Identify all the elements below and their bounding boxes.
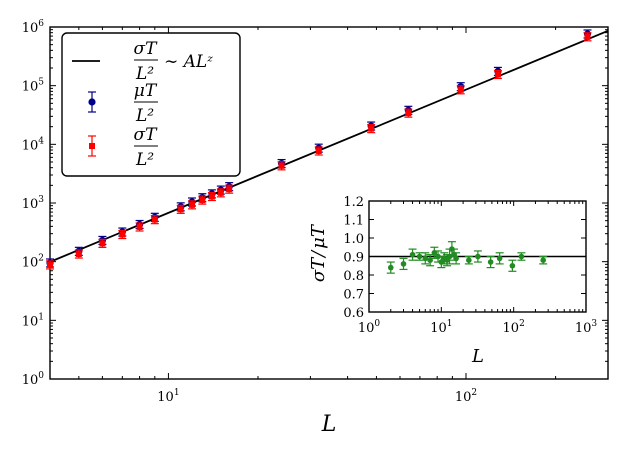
inset-data-point <box>475 253 481 260</box>
main-x-tick-label: 101 <box>157 388 179 405</box>
main-x-axis-label: L <box>321 412 337 437</box>
inset-x-tick-label: 101 <box>430 319 452 336</box>
main-y-tick-label: 103 <box>22 195 45 212</box>
legend-mu-dot <box>88 98 96 106</box>
data-point-sigma <box>47 261 53 268</box>
inset-data-point <box>416 253 423 260</box>
inset-series <box>386 241 548 274</box>
legend-mu-denominator: L² <box>135 106 154 126</box>
data-point-sigma <box>226 186 233 193</box>
data-point-sigma <box>217 189 224 196</box>
inset-y-tick-label: 0.6 <box>343 306 364 321</box>
legend-sigma-square <box>89 143 95 149</box>
legend-mu-marker <box>88 91 96 113</box>
inset-plot: 0.6 0.7 0.8 0.9 1.0 1.1 1.2 100 101 102 103 L σT /… <box>308 195 597 367</box>
data-point-sigma <box>99 240 106 247</box>
inset-y-tick-label: 0.8 <box>343 269 364 284</box>
inset-data-point <box>409 251 416 258</box>
inset-data-point <box>496 255 503 262</box>
data-point-sigma <box>188 201 195 208</box>
legend-sigma-denominator: L² <box>135 150 154 170</box>
main-plot: 100 101 102 103 104 105 106 101 102 L <box>22 19 609 437</box>
data-point-sigma <box>119 231 126 238</box>
inset-y-tick-label: 1.1 <box>343 214 364 229</box>
main-y-tick-label: 101 <box>22 312 44 329</box>
legend-sigma-marker <box>88 135 96 157</box>
inset-y-tick-label: 0.7 <box>343 288 364 303</box>
inset-y-tick-label: 1.0 <box>343 232 364 247</box>
legend-fit-numerator: σT <box>134 39 159 59</box>
inset-y-label-denominator: μT <box>308 223 329 249</box>
inset-x-tick-label: 100 <box>358 319 381 336</box>
inset-x-axis-label: L <box>471 346 484 367</box>
inset-data-point <box>400 261 407 267</box>
data-point-sigma <box>151 216 158 223</box>
inset-data-point <box>466 257 472 264</box>
main-y-tick-label: 106 <box>22 19 45 36</box>
inset-y-tick-label: 1.2 <box>343 195 364 210</box>
inset-data-point <box>453 255 459 262</box>
inset-ticks: 0.6 0.7 0.8 0.9 1.0 1.1 1.2 100 101 102 103 <box>343 195 597 336</box>
data-point-sigma <box>75 251 82 258</box>
inset-data-point <box>422 255 429 262</box>
data-point-sigma <box>315 147 322 154</box>
inset-x-tick-label: 102 <box>503 319 525 336</box>
main-x-tick-label: 102 <box>455 388 477 405</box>
data-point-sigma <box>199 197 206 204</box>
data-point-sigma <box>584 33 591 40</box>
data-point-sigma <box>177 206 184 213</box>
inset-y-axis-label: σT / μT <box>308 223 329 282</box>
data-point-sigma <box>208 193 215 200</box>
legend-mu-numerator: μT <box>134 81 158 101</box>
main-y-tick-label: 104 <box>22 136 45 153</box>
legend-fit-denominator: L² <box>135 64 154 84</box>
data-point-sigma <box>278 162 285 169</box>
inset-data-point <box>540 257 546 264</box>
inset-y-label-numerator: σT <box>308 256 329 282</box>
legend-sigma-numerator: σT <box>134 125 159 145</box>
legend-fit-suffix: ∼ ALᶻ <box>164 52 213 72</box>
inset-data-point <box>487 259 494 265</box>
inset-x-tick-label: 103 <box>575 319 598 336</box>
inset-y-label-slash: / <box>308 249 329 259</box>
main-ticks: 100 101 102 103 104 105 106 101 102 <box>22 19 609 405</box>
inset-data-point <box>509 262 516 269</box>
inset-y-tick-label: 0.9 <box>343 251 364 266</box>
data-point-sigma <box>494 71 501 78</box>
main-y-tick-label: 102 <box>22 254 44 271</box>
legend: σT L² ∼ ALᶻ μT L² σT L² <box>61 32 241 177</box>
main-y-tick-label: 100 <box>22 371 45 388</box>
data-point-sigma <box>405 110 412 117</box>
data-point-sigma <box>136 223 143 230</box>
main-series <box>46 29 592 270</box>
data-point-sigma <box>457 86 464 93</box>
main-y-tick-label: 105 <box>22 78 45 95</box>
legend-box <box>61 32 241 177</box>
data-point-sigma <box>368 125 375 132</box>
inset-data-point <box>518 253 525 260</box>
inset-data-point <box>387 264 394 271</box>
